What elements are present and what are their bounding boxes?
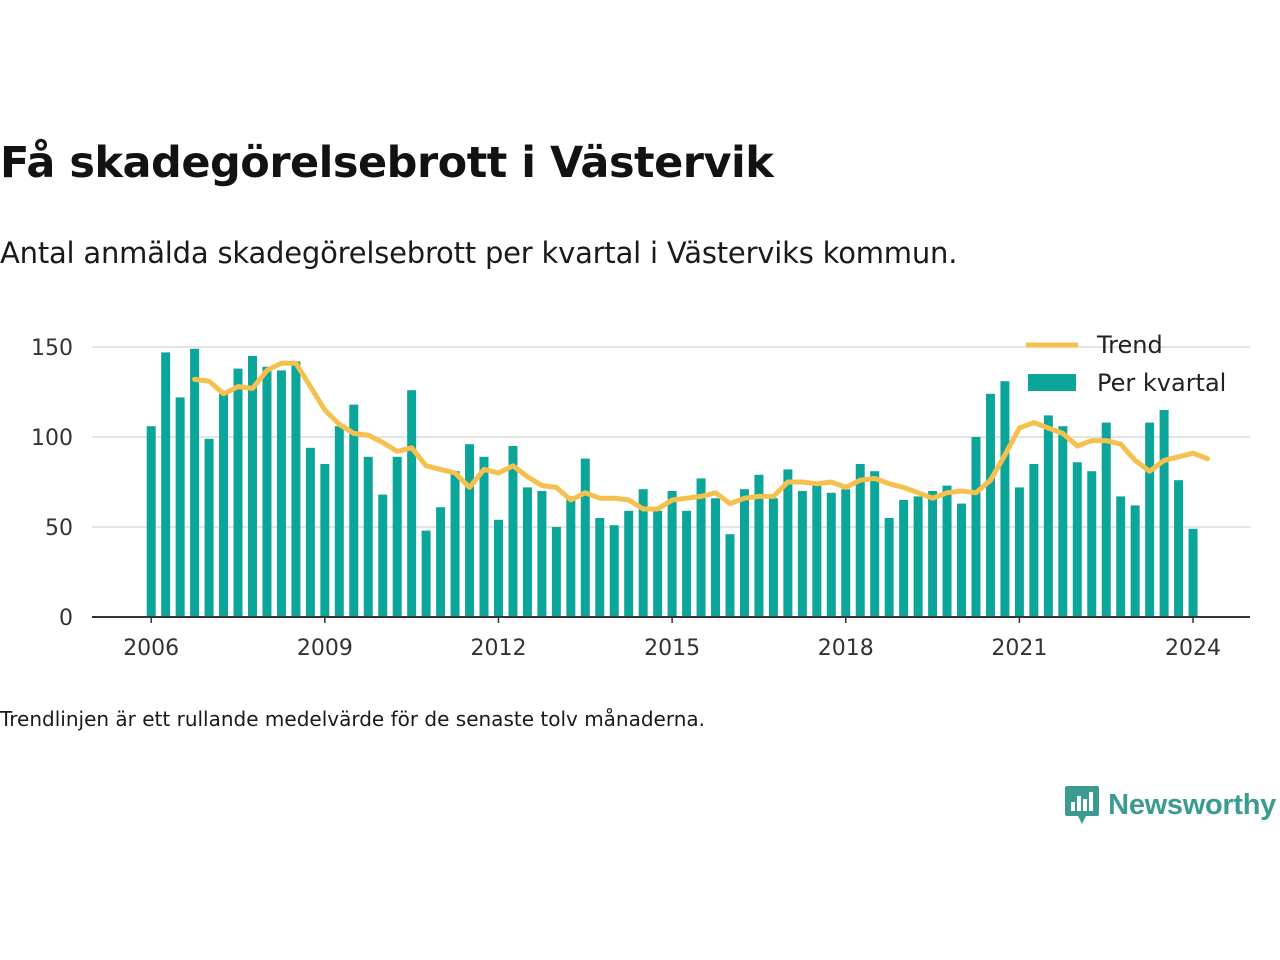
trend-line xyxy=(192,360,1210,512)
footnote: Trendlinjen är ett rullande medelvärde f… xyxy=(0,707,706,731)
chart-title: Få skadegörelsebrott i Västervik xyxy=(0,138,774,188)
bar xyxy=(913,496,923,617)
bar xyxy=(190,348,200,617)
bar xyxy=(161,352,171,617)
bar xyxy=(392,456,402,617)
bar xyxy=(653,510,663,617)
bar xyxy=(522,487,532,617)
bar xyxy=(349,404,359,617)
bar xyxy=(971,437,981,617)
bar xyxy=(219,393,229,617)
bar xyxy=(870,471,880,617)
x-tick-label: 2006 xyxy=(123,636,179,661)
bar xyxy=(1029,464,1039,617)
bar xyxy=(566,496,576,617)
bar xyxy=(1000,381,1010,617)
bar xyxy=(812,483,822,617)
bar xyxy=(754,474,764,617)
bar xyxy=(1087,471,1097,617)
bar xyxy=(1174,480,1184,617)
x-tick-label: 2009 xyxy=(297,636,353,661)
bar xyxy=(1159,410,1169,617)
bar xyxy=(855,464,865,617)
bar xyxy=(1130,505,1140,617)
bar xyxy=(247,356,257,617)
x-tick-label: 2012 xyxy=(470,636,526,661)
bar xyxy=(609,525,619,617)
bar xyxy=(826,492,836,617)
bar xyxy=(291,361,301,617)
bar xyxy=(146,426,156,617)
y-tick-label: 50 xyxy=(45,516,73,541)
y-tick-label: 100 xyxy=(31,426,73,451)
bar xyxy=(624,510,634,617)
bar xyxy=(537,491,547,617)
bar xyxy=(667,491,677,617)
x-axis-ticks: 2006 2009 2012 2015 2018 2021 2024 xyxy=(123,617,1221,661)
bar xyxy=(378,494,388,617)
legend-bar-swatch xyxy=(1028,374,1076,391)
bar xyxy=(682,510,692,617)
bar xyxy=(841,489,851,617)
bar xyxy=(363,456,373,617)
bar xyxy=(421,530,431,617)
bar xyxy=(551,527,561,617)
bar xyxy=(305,447,315,617)
bar xyxy=(942,485,952,617)
chart-area: 0 50 100 150 2006 2009 2012 2015 2018 2021 2024 T… xyxy=(31,331,1250,661)
bar xyxy=(233,368,243,617)
newsworthy-logo-icon xyxy=(1065,786,1100,824)
bar xyxy=(334,426,344,617)
bar xyxy=(580,458,590,617)
bar xyxy=(450,471,460,617)
bar xyxy=(175,397,185,617)
bar xyxy=(1072,462,1082,617)
bar xyxy=(985,393,995,617)
chart-subtitle: Antal anmälda skadegörelsebrott per kvar… xyxy=(0,236,958,270)
bar xyxy=(407,390,417,617)
bar xyxy=(204,438,214,617)
bar xyxy=(739,489,749,617)
bar xyxy=(479,456,489,617)
bar xyxy=(783,469,793,617)
bar xyxy=(436,507,446,617)
bar xyxy=(595,518,605,617)
brand-name: Newsworthy xyxy=(1108,788,1276,821)
bar xyxy=(725,534,735,617)
bar xyxy=(1058,426,1068,617)
bar xyxy=(957,503,967,617)
bar xyxy=(508,446,518,617)
x-tick-label: 2021 xyxy=(991,636,1047,661)
bar xyxy=(884,518,894,617)
x-tick-label: 2018 xyxy=(818,636,874,661)
bar xyxy=(711,498,721,617)
x-tick-label: 2015 xyxy=(644,636,700,661)
bar xyxy=(262,366,272,617)
brand: Newsworthy xyxy=(1064,784,1276,826)
bar xyxy=(638,489,648,617)
bar xyxy=(928,491,938,617)
legend-trend-label: Trend xyxy=(1096,331,1163,359)
bar xyxy=(1043,415,1053,617)
bar xyxy=(276,370,286,617)
y-axis-ticks: 0 50 100 150 xyxy=(31,336,73,631)
bar xyxy=(1101,422,1111,617)
y-tick-label: 0 xyxy=(59,606,73,631)
bar xyxy=(696,478,706,617)
bar xyxy=(797,491,807,617)
bar xyxy=(1188,528,1198,617)
bar xyxy=(320,464,330,617)
legend: Trend Per kvartal xyxy=(1026,331,1226,397)
bar xyxy=(768,498,778,617)
bar xyxy=(493,519,503,617)
bar xyxy=(899,500,909,617)
y-tick-label: 150 xyxy=(31,336,73,361)
bar xyxy=(465,444,475,617)
bar xyxy=(1145,422,1155,617)
bar xyxy=(1116,496,1126,617)
bar-series xyxy=(146,348,1198,617)
x-tick-label: 2024 xyxy=(1165,636,1221,661)
bar xyxy=(1014,487,1024,617)
legend-bar-label: Per kvartal xyxy=(1097,369,1226,397)
